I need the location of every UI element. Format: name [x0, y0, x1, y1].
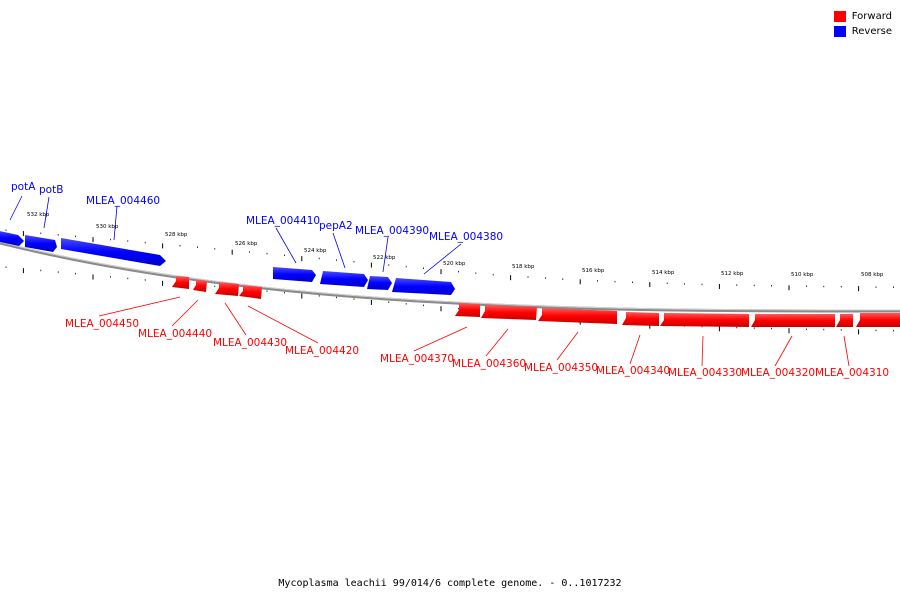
gene-arrow-forward[interactable] [172, 276, 189, 289]
gene-arrow-forward[interactable] [193, 280, 207, 292]
gene-label: MLEA_004350 [524, 362, 598, 374]
gene-arrow-reverse[interactable] [61, 238, 166, 266]
forward-genes [172, 276, 900, 327]
gene-label: MLEA_004390 [355, 225, 429, 237]
gene-label: MLEA_004420 [285, 345, 359, 357]
gene-arrow-forward[interactable] [481, 305, 537, 320]
gene-label: pepA2 [319, 220, 353, 232]
gene-arrow-forward[interactable] [836, 314, 853, 327]
gene-arrow-forward[interactable] [622, 312, 659, 326]
gene-label: potA [11, 181, 36, 193]
scale-label: 532 kbp [27, 212, 50, 218]
scale-ticks [5, 229, 894, 335]
reverse-genes [0, 230, 455, 295]
gene-label: MLEA_004360 [452, 358, 526, 370]
scale-label: 510 kbp [791, 272, 814, 278]
legend-label-reverse: Reverse [851, 26, 892, 37]
gene-label: MLEA_004320 [741, 367, 815, 379]
gene-arrow-reverse[interactable] [367, 276, 392, 290]
gene-label: MLEA_004310 [815, 367, 889, 379]
legend-label-forward: Forward [851, 11, 892, 22]
scale-labels: 532 kbp 530 kbp 528 kbp 526 kbp 524 kbp … [27, 212, 884, 278]
legend-item-forward: Forward [833, 9, 892, 24]
gene-arrow-reverse[interactable] [25, 235, 57, 252]
gene-arrow-reverse[interactable] [320, 271, 368, 287]
genome-caption: Mycoplasma leachii 99/014/6 complete gen… [278, 578, 622, 589]
scale-label: 508 kbp [861, 272, 884, 278]
gene-label: MLEA_004410 [246, 215, 320, 227]
scale-label: 520 kbp [443, 261, 466, 267]
scale-label: 518 kbp [512, 264, 535, 270]
leader-lines [9, 195, 850, 367]
gene-label: MLEA_004340 [596, 365, 670, 377]
scale-label: 524 kbp [304, 248, 327, 254]
genome-backbone [0, 241, 900, 313]
gene-label: potB [39, 184, 63, 196]
gene-label: MLEA_004440 [138, 328, 212, 340]
gene-arrow-reverse[interactable] [0, 230, 24, 246]
gene-arrow-forward[interactable] [239, 285, 262, 299]
scale-label: 526 kbp [235, 241, 258, 247]
forward-gene-labels: MLEA_004450 MLEA_004440 MLEA_004430 MLEA… [65, 318, 889, 379]
scale-label: 516 kbp [582, 268, 605, 274]
legend-item-reverse: Reverse [833, 24, 892, 39]
gene-arrow-forward[interactable] [856, 313, 900, 327]
gene-label: MLEA_004380 [429, 231, 503, 243]
gene-label: MLEA_004430 [213, 337, 287, 349]
gene-label: MLEA_004370 [380, 353, 454, 365]
scale-label: 528 kbp [165, 232, 188, 238]
gene-arrow-forward[interactable] [538, 308, 617, 324]
gene-arrow-forward[interactable] [215, 282, 239, 296]
scale-label: 530 kbp [96, 224, 119, 230]
reverse-swatch [833, 26, 846, 37]
scale-label: 522 kbp [373, 255, 396, 261]
reverse-gene-labels: potA potB MLEA_004460 MLEA_004410 pepA2 … [11, 181, 503, 243]
genome-backbone-highlight [0, 241, 900, 311]
gene-arrow-reverse[interactable] [273, 267, 316, 282]
gene-arrow-reverse[interactable] [392, 278, 455, 295]
gene-label: MLEA_004460 [86, 195, 160, 207]
gene-arrow-forward[interactable] [660, 313, 749, 327]
forward-swatch [833, 11, 846, 22]
legend: Forward Reverse [833, 9, 892, 39]
gene-arrow-forward[interactable] [455, 303, 480, 317]
scale-label: 512 kbp [721, 271, 744, 277]
gene-label: MLEA_004450 [65, 318, 139, 330]
scale-label: 514 kbp [652, 270, 675, 276]
gene-label: MLEA_004330 [668, 367, 742, 379]
gene-arrow-forward[interactable] [751, 314, 835, 327]
